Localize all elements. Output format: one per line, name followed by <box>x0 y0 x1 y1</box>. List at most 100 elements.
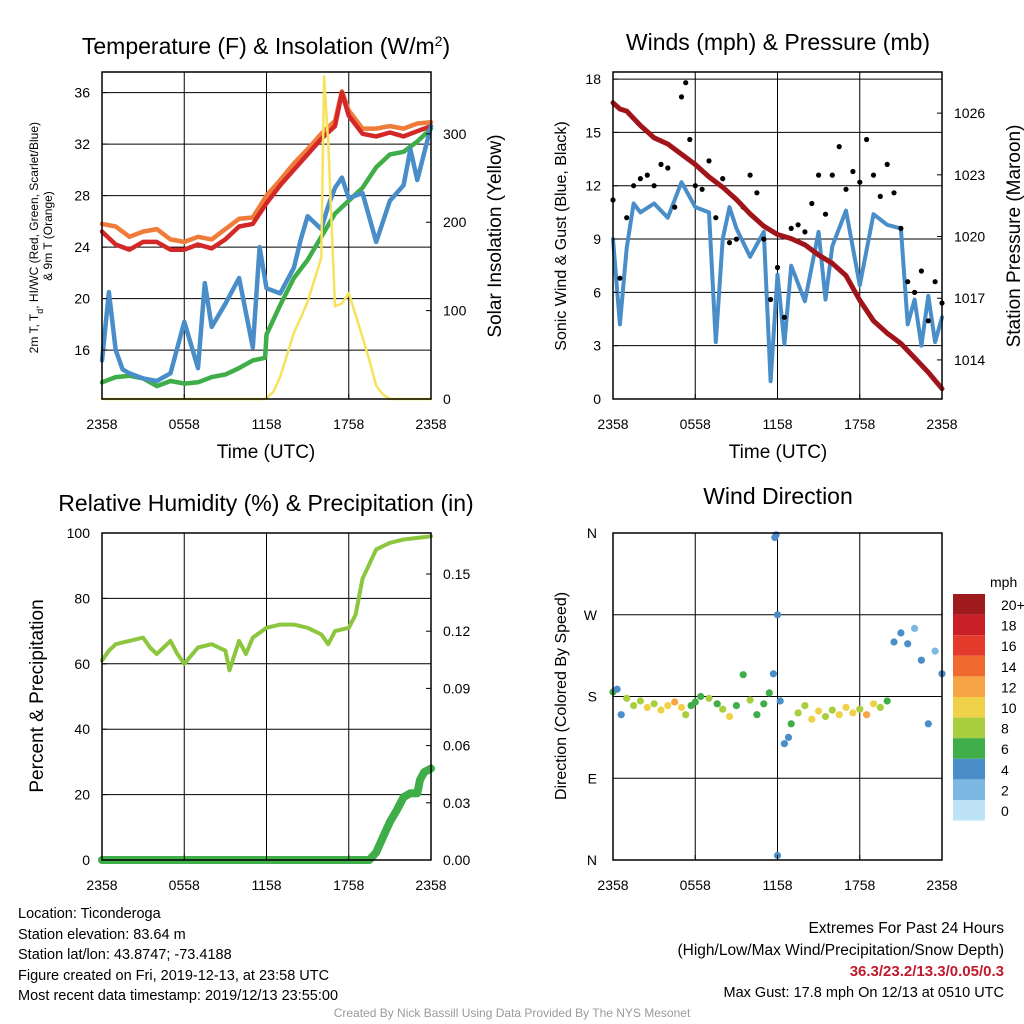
wind-series-group <box>610 80 945 392</box>
direction-point <box>691 698 699 706</box>
gust-point <box>788 225 794 231</box>
direction-point <box>739 671 747 679</box>
gust-point <box>822 211 829 217</box>
temp-x-tick-label: 1158 <box>251 416 281 432</box>
direction-point <box>794 709 802 717</box>
temp-right-tick-label: 300 <box>443 126 467 142</box>
gust-point <box>672 204 678 210</box>
station-location: Location: Ticonderoga <box>18 906 161 922</box>
figure-created: Figure created on Fri, 2019-12-13, at 23… <box>18 967 330 984</box>
gust-point <box>898 225 904 231</box>
direction-point <box>849 709 857 717</box>
recent-timestamp: Most recent data timestamp: 2019/12/13 2… <box>18 988 339 1004</box>
rh-right-tick-label: 0.00 <box>443 852 470 868</box>
humidity-chart: Relative Humidity (%) & Precipitation (i… <box>27 490 474 893</box>
direction-point <box>719 705 727 713</box>
temp-left-tick-label: 28 <box>74 188 90 204</box>
gust-point <box>699 186 705 192</box>
wind-right-tick-label: 1020 <box>954 229 985 245</box>
legend-swatch <box>953 800 985 821</box>
gust-point <box>754 190 760 196</box>
gust-point <box>870 172 877 178</box>
gust-point <box>912 289 918 295</box>
dir-y-tick-label: W <box>584 607 598 623</box>
rh-left-tick-label: 20 <box>74 787 90 803</box>
extremes-panel: Extremes For Past 24 Hours (High/Low/Max… <box>678 918 1005 1003</box>
direction-point <box>911 624 919 633</box>
gust-point <box>637 176 644 182</box>
humidity-left-axis-label: Percent & Precipitation <box>27 599 48 792</box>
direction-point <box>897 629 905 637</box>
temperature-series-group <box>99 75 434 401</box>
gust-point <box>713 215 719 221</box>
direction-point <box>643 703 651 712</box>
direction-point <box>746 696 754 704</box>
wind-left-tick-label: 6 <box>593 284 601 300</box>
gust-point <box>678 94 685 100</box>
wind-right-tick-label: 1026 <box>954 105 985 121</box>
direction-point <box>671 698 679 706</box>
rh-right-tick-label: 0.03 <box>443 795 470 811</box>
gust-point <box>918 268 925 274</box>
gust-point <box>683 80 689 86</box>
wind-left-tick-label: 15 <box>585 124 601 140</box>
rh-x-tick-label: 0558 <box>169 877 200 893</box>
speed-legend: mph 20+ 18 16 14 12 10 8 6 4 2 0 <box>953 574 1024 821</box>
wind-right-axis-label: Station Pressure (Maroon) <box>1004 125 1024 348</box>
direction-chart-title: Wind Direction <box>703 483 853 509</box>
legend-title: mph <box>990 574 1017 590</box>
max-gust: Max Gust: 17.8 mph On 12/13 at 0510 UTC <box>723 984 1004 1001</box>
gust-point <box>809 200 815 207</box>
direction-point <box>828 706 836 714</box>
wind-right-tick-label: 1014 <box>954 352 985 368</box>
direction-point <box>769 670 778 678</box>
gust-point <box>829 172 835 178</box>
dir-x-tick-label: 0558 <box>680 877 711 893</box>
wind-left-tick-label: 0 <box>593 391 601 407</box>
legend-swatch <box>953 676 985 697</box>
direction-point <box>753 711 761 719</box>
wind-chart-title: Winds (mph) & Pressure (mb) <box>626 29 930 55</box>
dir-y-tick-label: N <box>587 852 597 868</box>
wind-left-tick-label: 3 <box>593 338 601 354</box>
station-info: Location: Ticonderoga Station elevation:… <box>18 904 338 1007</box>
temp-left-tick-label: 20 <box>74 291 90 307</box>
gust-point <box>802 229 808 235</box>
dir-x-tick-label: 1158 <box>762 877 792 893</box>
rh-x-tick-label: 2358 <box>415 877 446 893</box>
wind-chart: Winds (mph) & Pressure (mb) 2358 0558 1158… <box>553 29 1024 463</box>
temperature-chart: Temperature (F) & Insolation (W/m2) 2358… <box>27 33 506 463</box>
gust-point <box>836 144 842 150</box>
direction-point <box>904 640 912 648</box>
direction-point <box>890 638 898 646</box>
wind-x-tick-label: 0558 <box>680 416 711 432</box>
gust-point <box>651 183 657 189</box>
direction-point <box>630 702 638 710</box>
extremes-subtitle: (High/Low/Max Wind/Precipitation/Snow De… <box>677 942 1005 959</box>
temp-x-tick-label: 2358 <box>86 416 117 432</box>
gust-point <box>850 168 856 175</box>
rh-series-line <box>100 534 433 673</box>
dir-y-tick-label: N <box>587 525 597 541</box>
direction-point <box>876 703 884 712</box>
humidity-chart-title: Relative Humidity (%) & Precipitation (i… <box>58 490 473 516</box>
gust-point <box>816 172 822 178</box>
rh-right-tick-label: 0.12 <box>443 623 470 639</box>
temp-left-tick-label: 16 <box>74 342 90 358</box>
legend-swatch <box>953 614 985 636</box>
direction-point <box>773 611 782 619</box>
dir-y-tick-label: E <box>588 770 597 786</box>
temp-x-tick-label: 1758 <box>333 416 364 432</box>
green-series-line <box>99 126 434 389</box>
wind-left-tick-label: 12 <box>585 178 601 194</box>
gust-point <box>768 296 774 303</box>
dir-x-tick-label: 2358 <box>597 877 628 893</box>
direction-point <box>636 697 645 705</box>
direction-point <box>760 700 768 708</box>
direction-point <box>856 705 864 713</box>
temp-right-tick-label: 200 <box>443 214 467 230</box>
temperature-left-axis-label: 2m T, Td, HI/WC (Red, Green, Scarlet/Blu… <box>27 119 55 354</box>
dir-x-tick-label: 1758 <box>844 877 875 893</box>
wind-right-tick-label: 1017 <box>954 290 985 306</box>
direction-point <box>924 720 932 728</box>
